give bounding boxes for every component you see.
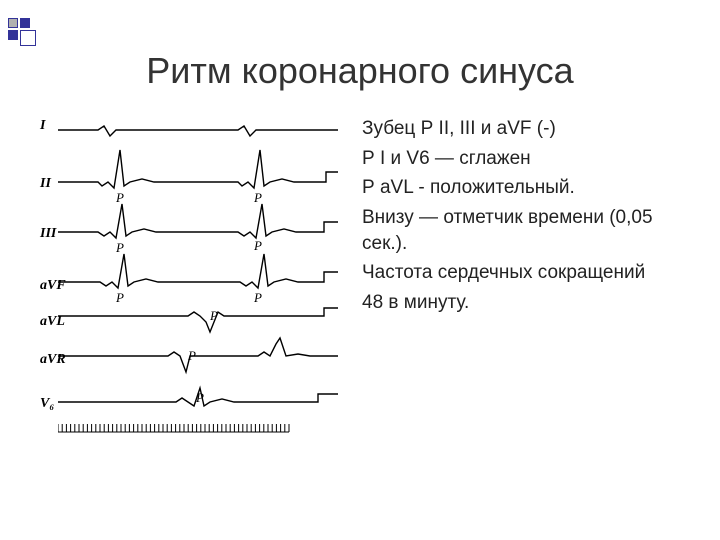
- ecg-trace: [58, 198, 338, 248]
- p-wave-label: P: [188, 348, 196, 364]
- deco-square: [8, 18, 18, 28]
- ecg-trace: [58, 248, 338, 298]
- ecg-lead-row: IIIPP: [40, 198, 350, 248]
- deco-square: [20, 30, 36, 46]
- ecg-lead-row: V₆ P: [40, 380, 350, 420]
- ecg-trace: [58, 298, 338, 336]
- bullet-text: Зубец Р II, III и aVF (-): [362, 116, 680, 142]
- text-column: Зубец Р II, III и aVF (-) Р I и V6 — сгла…: [362, 116, 680, 446]
- ecg-lead-row: aVRP: [40, 336, 350, 380]
- deco-square: [8, 30, 18, 40]
- bullet-text: Р aVL - положительный.: [362, 175, 680, 201]
- bullet-text: Внизу — отметчик времени (0,05 сек.).: [362, 205, 680, 256]
- ecg-trace: [58, 116, 338, 146]
- lead-label: II: [40, 176, 51, 192]
- p-wave-label: P: [210, 308, 218, 324]
- lead-label: III: [40, 226, 56, 242]
- ecg-lead-row: aVLP: [40, 298, 350, 336]
- lead-label: I: [40, 118, 45, 134]
- bullet-text: 48 в минуту.: [362, 290, 680, 316]
- ecg-trace: [58, 336, 338, 380]
- ecg-trace: [58, 146, 338, 198]
- slide-title: Ритм коронарного синуса: [40, 50, 680, 92]
- ecg-lead-row: IIPP: [40, 146, 350, 198]
- content-row: IIIPPIIIPPaVFPPaVLPaVRPV₆P Зубец Р II, I…: [40, 116, 680, 446]
- ecg-lead-row: I: [40, 116, 350, 146]
- ecg-lead-row: aVFPP: [40, 248, 350, 298]
- deco-square: [20, 18, 30, 28]
- bullet-text: Частота сердечных сокращений: [362, 260, 680, 286]
- ecg-column: IIIPPIIIPPaVFPPaVLPaVRPV₆P: [40, 116, 350, 446]
- lead-label: V₆: [40, 396, 54, 412]
- timer-marks: [58, 422, 350, 446]
- slide: Ритм коронарного синуса IIIPPIIIPPaVFPPa…: [0, 0, 720, 466]
- p-wave-label: P: [196, 390, 204, 406]
- bullet-text: Р I и V6 — сглажен: [362, 146, 680, 172]
